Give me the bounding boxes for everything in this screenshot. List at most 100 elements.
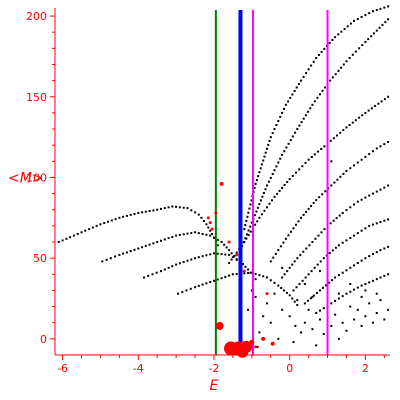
curve-5-point	[319, 93, 321, 96]
curve-0-point	[69, 236, 72, 239]
curve-5-point	[291, 135, 294, 138]
curve-0-point	[171, 205, 174, 208]
curve-6-point	[300, 79, 302, 82]
curve-8-point	[387, 184, 390, 187]
curve-6-point	[257, 175, 260, 178]
curve-4-point	[307, 158, 310, 161]
curve-0-point	[110, 219, 113, 222]
curve-11-point	[372, 279, 374, 282]
scatter-point	[300, 331, 303, 334]
red-point	[215, 321, 224, 330]
curve-5-point	[342, 63, 345, 66]
curve-0-point	[57, 241, 60, 243]
curve-5-point	[273, 169, 276, 172]
curve-3-point	[273, 281, 276, 284]
curve-7-point	[295, 223, 297, 226]
curve-5-point	[246, 233, 248, 236]
curve-5-point	[279, 157, 282, 160]
curve-6-point	[243, 228, 246, 231]
curve-6-point	[364, 14, 367, 17]
curve-6-point	[277, 120, 280, 122]
curve-0-point	[118, 216, 121, 219]
curve-5-point	[375, 29, 378, 32]
curve-8-point	[291, 263, 294, 266]
scatter-point	[337, 337, 340, 340]
curve-4-point	[383, 98, 386, 101]
curve-6-point	[340, 30, 343, 33]
curve-7-point	[315, 199, 318, 202]
curve-0-point	[205, 223, 208, 226]
curve-0-point	[200, 216, 203, 219]
curve-0-point	[186, 207, 189, 210]
scatter-point	[265, 302, 268, 305]
curve-10-point	[341, 271, 344, 274]
red-point	[254, 345, 258, 349]
curve-10-point	[387, 245, 390, 248]
scatter-point	[318, 270, 321, 273]
curve-7-point	[333, 181, 336, 184]
curve-6-point	[287, 100, 290, 103]
curve-0-point	[107, 220, 109, 223]
curve-3-point	[250, 271, 253, 274]
curve-5-point	[387, 18, 390, 21]
curve-5-point	[370, 35, 373, 38]
curve-0-point	[84, 229, 87, 232]
curve-9-point	[372, 223, 374, 226]
curve-5-point	[266, 184, 268, 187]
scatter-point	[247, 308, 250, 311]
curve-6-point	[323, 48, 326, 50]
curve-4-point	[329, 139, 332, 142]
scatter-point	[303, 282, 306, 285]
scatter-point	[296, 299, 299, 302]
curve-11-point	[356, 286, 359, 289]
curve-1-point	[178, 233, 181, 236]
curve-0-point	[61, 239, 64, 242]
curve-0-point	[125, 214, 128, 217]
scatter-point	[375, 312, 378, 315]
curve-4-point	[364, 111, 367, 114]
curve-10-point	[337, 274, 340, 277]
curve-9-point	[349, 237, 352, 239]
curve-6-point	[269, 136, 272, 139]
curve-5-point	[256, 206, 259, 209]
curve-5-point	[259, 199, 262, 202]
curve-3-point	[258, 274, 261, 277]
curve-0-point	[88, 228, 91, 231]
curve-0-point	[190, 209, 193, 212]
curve-4-point	[254, 223, 257, 226]
curve-8-point	[308, 244, 311, 247]
curve-8-point	[383, 186, 386, 189]
curve-11-point	[364, 283, 367, 285]
curve-7-point	[339, 175, 342, 178]
curve-6-point	[346, 25, 349, 28]
curve-11-point	[337, 297, 340, 300]
curve-5-point	[253, 214, 256, 217]
curve-5-point	[277, 161, 280, 164]
curve-4-point	[273, 195, 276, 198]
curve-5-point	[340, 66, 343, 69]
curve-6-point	[279, 115, 282, 118]
curve-3-point	[231, 273, 234, 276]
curve-2-point	[254, 278, 257, 281]
curve-7-point	[364, 155, 367, 158]
curve-5-point	[302, 117, 305, 120]
x-tick-label: -2	[208, 362, 219, 375]
curve-9-point	[319, 260, 322, 263]
curve-4-point	[323, 145, 326, 148]
curve-8-point	[372, 192, 374, 195]
curve-4-point	[370, 107, 373, 110]
curve-7-point	[292, 227, 295, 230]
curve-6-point	[372, 10, 374, 13]
y-tick-label: 150	[26, 91, 47, 104]
scatter-point	[311, 328, 314, 331]
curve-7-point	[342, 172, 345, 175]
curve-8-point	[353, 203, 355, 206]
curve-9-point	[368, 224, 371, 227]
curve-5-point	[285, 146, 288, 149]
curve-9-point	[313, 266, 316, 269]
curve-9-point	[304, 276, 307, 279]
curve-0-point	[211, 233, 214, 235]
curve-4-point	[345, 126, 348, 129]
curve-4-point	[268, 202, 271, 205]
curve-5-point	[337, 69, 340, 72]
